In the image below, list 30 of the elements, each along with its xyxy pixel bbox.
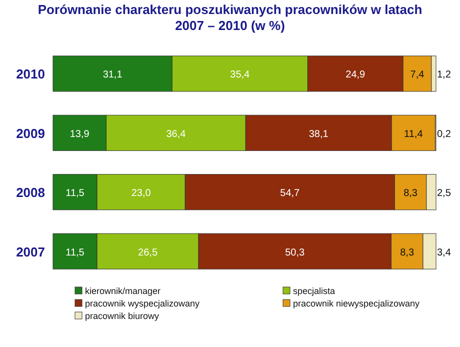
y-tick-label: 2007 [16, 244, 45, 260]
data-label: 11,5 [66, 247, 85, 258]
data-label: 31,1 [102, 70, 123, 81]
y-tick-label: 2010 [16, 66, 45, 82]
data-label: 26,5 [138, 247, 158, 258]
data-label: 35,4 [230, 70, 250, 81]
data-label: 13,9 [70, 128, 90, 140]
legend-label: pracownik niewyspecjalizowany [293, 298, 420, 308]
y-tick-label: 2009 [16, 126, 45, 141]
data-label: 23,0 [131, 188, 152, 200]
legend-label: pracownik wyspecjalizowany [85, 298, 200, 308]
legend-label: pracownik biurowy [85, 311, 160, 321]
data-label: 3,4 [437, 247, 452, 258]
data-label: 8,3 [400, 247, 414, 258]
data-label: 38,1 [308, 128, 329, 140]
legend-label: kierownik/manager [85, 286, 161, 296]
data-label: 50,3 [285, 247, 306, 258]
data-label: 54,7 [280, 188, 300, 200]
data-label: 0,2 [437, 128, 452, 140]
data-label: 11,4 [404, 128, 424, 140]
data-label: 8,3 [404, 188, 418, 200]
legend-label: specjalista [293, 286, 336, 296]
y-tick-label: 2008 [16, 185, 45, 200]
chart-title: Porównanie charakteru poszukiwanych pracowników w latach 2007 – 2010 (w %) [38, 2, 422, 33]
data-label: 24,9 [346, 70, 366, 81]
data-label: 1,2 [437, 70, 452, 81]
data-label: 2,5 [437, 188, 452, 200]
data-label: 36,4 [166, 128, 186, 140]
data-label: 7,4 [410, 70, 425, 81]
data-label: 11,5 [66, 188, 85, 200]
